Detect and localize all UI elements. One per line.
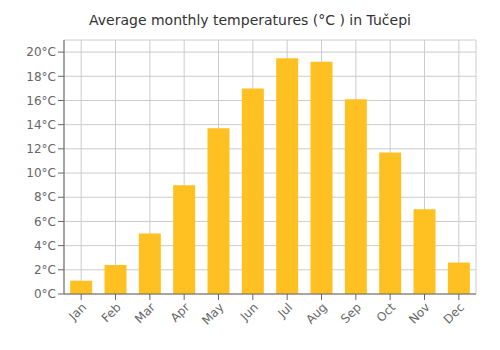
svg-text:18°C: 18°C (26, 70, 56, 84)
svg-text:Sep: Sep (338, 300, 364, 326)
svg-text:12°C: 12°C (26, 142, 56, 156)
svg-text:Jun: Jun (237, 300, 261, 324)
svg-text:Mar: Mar (132, 300, 158, 326)
svg-text:14°C: 14°C (26, 118, 56, 132)
svg-text:10°C: 10°C (26, 166, 56, 180)
svg-text:Aug: Aug (303, 300, 329, 326)
svg-text:Feb: Feb (99, 300, 124, 325)
svg-text:8°C: 8°C (34, 190, 56, 204)
svg-text:Dec: Dec (441, 300, 467, 326)
svg-text:6°C: 6°C (34, 215, 56, 229)
svg-text:May: May (199, 300, 226, 327)
svg-text:4°C: 4°C (34, 239, 56, 253)
svg-text:0°C: 0°C (34, 287, 56, 301)
svg-text:Oct: Oct (374, 300, 399, 325)
svg-text:2°C: 2°C (34, 263, 56, 277)
svg-text:20°C: 20°C (26, 45, 56, 59)
svg-text:Jan: Jan (66, 300, 90, 324)
svg-text:Nov: Nov (406, 300, 432, 326)
svg-text:Jul: Jul (274, 300, 295, 321)
svg-text:16°C: 16°C (26, 94, 56, 108)
svg-text:Apr: Apr (168, 300, 193, 325)
html-text:Average monthly temperatures (: Average monthly temperatures (°C ) in Tu… (89, 12, 411, 28)
